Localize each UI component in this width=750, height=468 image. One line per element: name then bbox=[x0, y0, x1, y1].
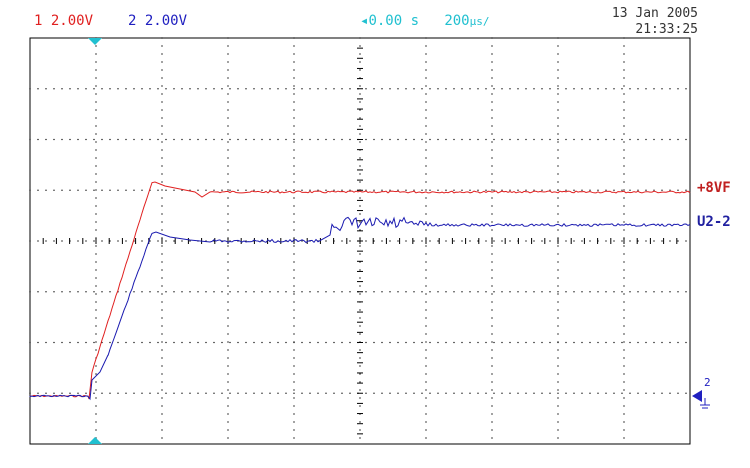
channel-1-scale: 1 2.00V bbox=[34, 13, 93, 29]
channel-1-trace-label: +8VF bbox=[697, 180, 731, 196]
channel-2-trace-label: U2-2 bbox=[697, 214, 731, 230]
channel-1-number: 1 bbox=[34, 13, 43, 29]
channel-2-trace bbox=[29, 216, 691, 401]
channel-1-volts-per-div: 2.00V bbox=[50, 13, 94, 29]
channel-2-number: 2 bbox=[128, 13, 137, 29]
trigger-position-icon: ◂ bbox=[360, 13, 369, 29]
trigger-position-bottom-marker bbox=[88, 437, 102, 444]
acquisition-time: 21:33:25 bbox=[635, 22, 698, 37]
acquisition-date: 13 Jan 2005 bbox=[611, 6, 698, 21]
channel-1-trace bbox=[29, 181, 691, 400]
time-per-div: 200 bbox=[444, 13, 470, 29]
timebase-readout: ◂0.00 s 200µs/ bbox=[360, 13, 489, 30]
time-offset: 0.00 s bbox=[368, 13, 420, 29]
channel-2-volts-per-div: 2.00V bbox=[144, 13, 188, 29]
ground-marker-label: 2 bbox=[704, 376, 711, 389]
channel-2-ground-marker: 2 bbox=[692, 376, 711, 409]
trigger-position-top-marker bbox=[88, 38, 102, 45]
time-unit: µs/ bbox=[469, 15, 490, 28]
ground-arrow-icon bbox=[692, 390, 702, 402]
graticule-grid bbox=[29, 37, 687, 445]
channel-2-scale: 2 2.00V bbox=[128, 13, 187, 29]
